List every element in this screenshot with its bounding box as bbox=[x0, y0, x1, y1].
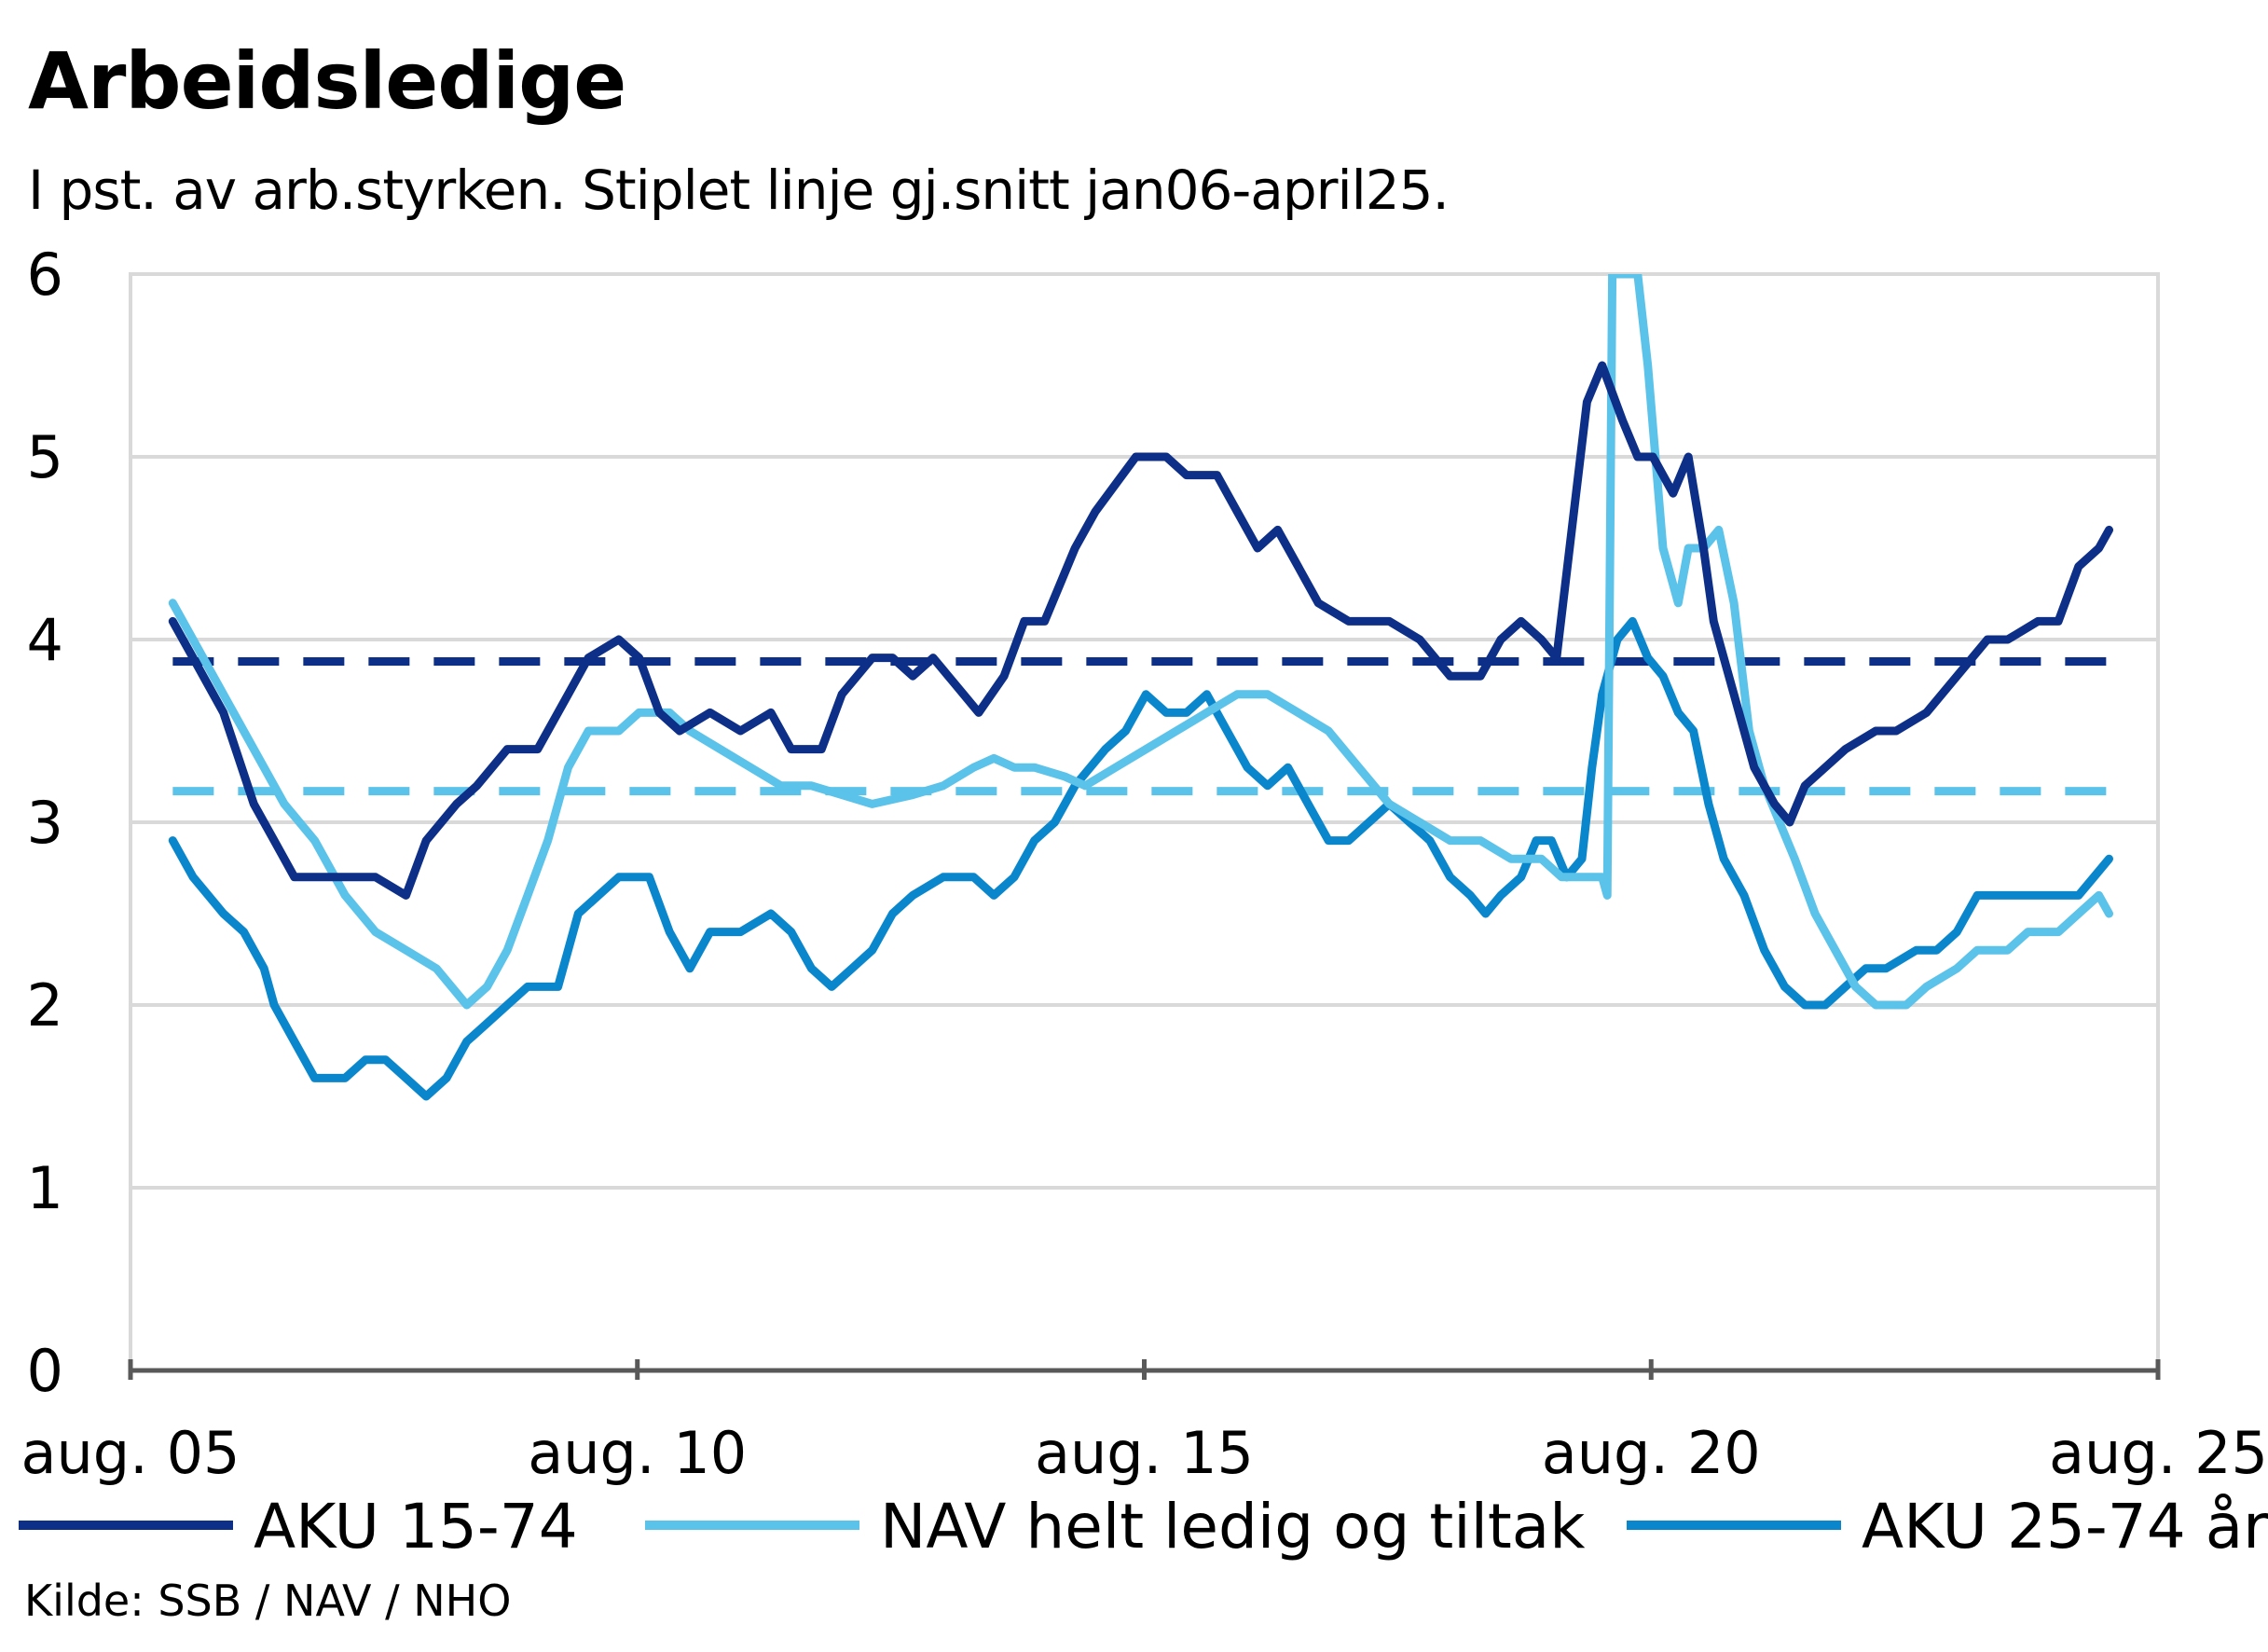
legend-label: NAV helt ledig og tiltak bbox=[880, 1491, 1586, 1563]
legend-label: AKU 15-74 bbox=[254, 1491, 578, 1563]
series-lines bbox=[168, 274, 2113, 1101]
x-tick-label: aug. 25 bbox=[2049, 1419, 2268, 1487]
gridlines bbox=[129, 272, 2160, 1372]
series-line bbox=[168, 616, 2113, 1101]
line-chart: 0 1 2 3 4 5 6 aug. 05 aug. 10 aug. 15 aug. 20 aug. … bbox=[19, 241, 2268, 1563]
legend: AKU 15-74 NAV helt ledig og tiltak AKU 25-… bbox=[19, 1491, 2268, 1563]
y-tick-label: 4 bbox=[27, 606, 63, 674]
y-tick-label: 2 bbox=[27, 971, 63, 1039]
x-tick-label: aug. 05 bbox=[21, 1419, 241, 1487]
x-tick-label: aug. 15 bbox=[1035, 1419, 1254, 1487]
source-note: Kilde: SSB / NAV / NHO bbox=[24, 1576, 512, 1626]
chart-subtitle: I pst. av arb.styrken. Stiplet linje gj.… bbox=[28, 158, 1450, 222]
y-tick-label: 1 bbox=[27, 1154, 63, 1222]
y-tick-label: 5 bbox=[27, 423, 63, 491]
x-tick-label: aug. 10 bbox=[528, 1419, 747, 1487]
series-line bbox=[168, 361, 2113, 900]
y-tick-label: 3 bbox=[27, 789, 63, 857]
legend-label: AKU 25-74 år bbox=[1862, 1491, 2268, 1563]
axes: 0 1 2 3 4 5 6 aug. 05 aug. 10 aug. 15 aug. 20 aug. … bbox=[21, 241, 2268, 1487]
x-tick-label: aug. 20 bbox=[1542, 1419, 1761, 1487]
chart-title: Arbeidsledige bbox=[28, 35, 626, 127]
series-line bbox=[168, 274, 2113, 1010]
y-tick-label: 0 bbox=[27, 1337, 63, 1405]
y-tick-label: 6 bbox=[27, 241, 63, 309]
